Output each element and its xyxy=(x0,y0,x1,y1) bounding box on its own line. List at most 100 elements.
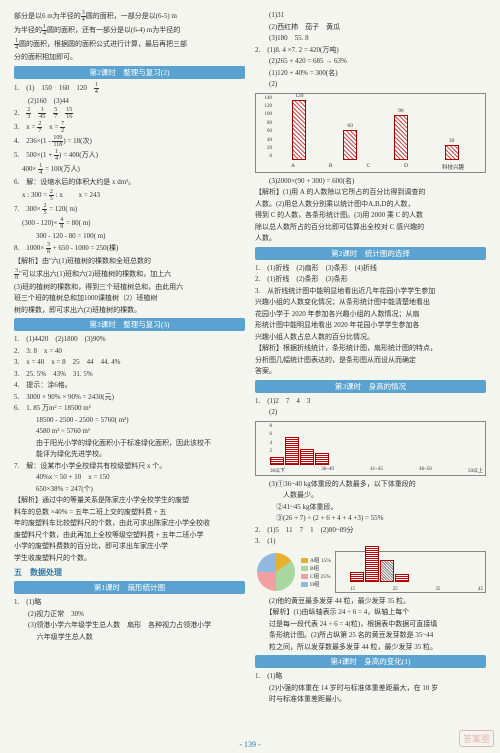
text: 7. 解：设某市小学全校绿共有校级塑料尺 x 个。 xyxy=(14,461,245,472)
section-5-1-header: 第1课时 扇形统计图 xyxy=(14,581,245,594)
text: (2) xyxy=(255,79,486,90)
pie-legend: A组 15% B组 C组 25% D组 xyxy=(301,556,331,588)
text: 2. (1)8. 4 ×7. 2 = 420(万吨) xyxy=(255,45,486,56)
bar-c: 90 xyxy=(394,108,408,160)
text: 5. 3000 × 90% × 90% = 2430(元) xyxy=(14,392,245,403)
text: ③(26 + 7) ÷ (2 + 6 + 4 + 4 +3) = 55% xyxy=(255,513,486,524)
bar-chart-1: 140120100806040200 120 60 90 30 A B C D … xyxy=(255,93,486,173)
text: 【解析】(1)由纵轴表示 24 ÷ 6 = 4，纵轴上每个 xyxy=(255,607,486,618)
text: 8. 1000× 38 + 650 - 1000 = 250(棵) xyxy=(14,242,245,255)
text: 得到 C 的人数，各条形统计图。(3)用 2000 乘 C 的人数 xyxy=(255,210,486,221)
text: (2) xyxy=(255,407,486,418)
text: (300 - 120)× 49 = 80( m) xyxy=(14,217,245,230)
text: x : 300 = 25 : x x = 243 xyxy=(14,189,245,202)
text: (2)265 + 420 = 685 → 63% xyxy=(255,56,486,67)
text: 粒之间，所以发芽数最多发芽 44 粒，最少发芽 35 粒。 xyxy=(255,642,486,653)
page-number: - 139 - xyxy=(0,740,500,749)
text: 人数。 xyxy=(255,233,486,244)
text: 六年级学生总人数 xyxy=(14,632,245,643)
bar-a: 120 xyxy=(292,93,306,160)
text: 【解析】根据折线统计，条形统计图，扇形统计图的特点， xyxy=(255,343,486,354)
text: 学生收废塑料尺的个数。 xyxy=(14,553,245,564)
text: 1. (1)4420 (2)1800 (3)90% xyxy=(14,334,245,345)
text: 1. (1)略 xyxy=(14,597,245,608)
section-3-header: 第3课时 整理与复习(3) xyxy=(14,318,245,331)
text: 答案。 xyxy=(255,366,486,377)
text: 料车的总数 ×40% = 五年二班上交的废塑料费 + 五 xyxy=(14,507,245,518)
text: 小学的废塑料费数的百分比，即可求出车家庄小学 xyxy=(14,541,245,552)
text: 2. 23 145 57 1516 xyxy=(14,107,245,120)
pie-row: A组 15% B组 C组 25% D组 15 25 35 45 xyxy=(255,548,486,596)
text: 4. 提示：涂6格。 xyxy=(14,380,245,391)
text: 【解析】由"六(1)班植树的棵数和全班总数的 xyxy=(14,256,245,267)
text: (2)他的黄豆最多发芽 44 粒，最少发芽 35 粒。 xyxy=(255,596,486,607)
text: (3)2000×(90 + 300) = 600(名) xyxy=(255,176,486,187)
histogram-2: 15 25 35 45 xyxy=(335,551,486,593)
text: 人数最少。 xyxy=(255,490,486,501)
text: 部分是以6 m为半径的34圆的面积，一部分是以(6-5) m xyxy=(14,10,245,23)
text: 废塑料尺个数，由此再加上全校等级空塑料费 + 五年二班小学 xyxy=(14,530,245,541)
bar-d: 30 xyxy=(445,138,459,160)
text: 年的废塑料车比较塑料尺的个数，由此可求出陈家庄小学全校收 xyxy=(14,518,245,529)
unit5-heading: 五 数据处理 xyxy=(14,567,245,578)
text: 40%x = 50 + 10 x = 150 xyxy=(14,472,245,483)
text: (2)西红柿 茄子 黄瓜 xyxy=(255,22,486,33)
text: 分的面积相加即可。 xyxy=(14,52,245,63)
text: 4580 m² < 5760 m² xyxy=(14,426,245,437)
y-axis: 86420 xyxy=(258,424,272,463)
left-column: 部分是以6 m为半径的34圆的面积，一部分是以(6-5) m 为半径的14圆的面… xyxy=(14,10,245,706)
text: 班三个班的植树总和加1000课植树（2）班植树 xyxy=(14,293,245,304)
text: 3. 从折线统计图中能明显地看出近几年花园小学学生参加 xyxy=(255,286,486,297)
text: 1. (1)略 xyxy=(255,671,486,682)
text: (3)180 55. 8 xyxy=(255,33,486,44)
text: 1. (1)2 7 4 3 xyxy=(255,396,486,407)
text: (2)视力正常 30% xyxy=(14,609,245,620)
section-5-3-header: 第3课时 身高的情况 xyxy=(255,380,486,393)
x-labels: A B C D 科技兴趣 xyxy=(274,163,481,171)
watermark: 答案圈 xyxy=(459,730,494,747)
text: 38"可以求出六(1)班和六(2)班植树的棵数和，加上六 xyxy=(14,268,245,281)
text: 由于阳光小学的绿化面积小于标准绿化面积，因此该校不 xyxy=(14,438,245,449)
section-2-header: 第2课时 整理与复习(2) xyxy=(14,66,245,79)
bar-b: 60 xyxy=(343,123,357,160)
text: 条形统计图。(2)所占纵第 25 名的黄豆发芽数是 35~44 xyxy=(255,630,486,641)
text: 为半径的14圆的面积，还有一部分是以(6-4) m为半径的 xyxy=(14,24,245,37)
text: 300 - 120 - 80 = 100( m) xyxy=(14,231,245,242)
text: 4. 236×(1 - 109118) = 18(次) xyxy=(14,135,245,148)
text: 1. (1) 150 160 120 14 xyxy=(14,82,245,95)
text: 3. 25. 5% 43% 31. 5% xyxy=(14,369,245,380)
text: 2. (1)5 11 7 1 (2)80~89分 xyxy=(255,525,486,536)
text: 2. 3: 8 x = 40 xyxy=(14,346,245,357)
section-5-2-header: 第2课时 统计图的选择 xyxy=(255,247,486,260)
text: (2)小强的体重在 14 岁时与标准体重差距最大，在 10 岁 xyxy=(255,683,486,694)
text: 6. 1. 85 万m² = 18500 m² xyxy=(14,403,245,414)
text: 650×38% = 247(个) xyxy=(14,484,245,495)
text: 7. 300× 25 = 120( m) xyxy=(14,203,245,216)
text: (3)①36~40 kg体重段的人数最多，以下体重段的 xyxy=(255,479,486,490)
text: 2. (1)折线 (2)条形 (3)条形 xyxy=(255,274,486,285)
page-root: 部分是以6 m为半径的34圆的面积，一部分是以(6-5) m 为半径的14圆的面… xyxy=(0,0,500,716)
right-column: (1)31 (2)西红柿 茄子 黄瓜 (3)180 55. 8 2. (1)8.… xyxy=(255,10,486,706)
text: 时与标准体重差距最小。 xyxy=(255,694,486,705)
text: 18500 - 2500 - 2500 = 5760( m²) xyxy=(14,415,245,426)
text: 3. x = 40 x = 8 25 44 44. 4% xyxy=(14,357,245,368)
text: 过是每一段代表 24 ÷ 6 = 4(粒)，根据表中数据可直接填 xyxy=(255,619,486,630)
text: 兴趣小组人数占总人数的百分比情况。 xyxy=(255,332,486,343)
text: 5. 500×(1 + 14) = 400(万人) xyxy=(14,149,245,162)
text: 花园小学于 2020 年参加各兴趣小组的人数情况；从扇 xyxy=(255,309,486,320)
text: 1. (1)折线 (2)扇形 (3)条形 (4)折线 xyxy=(255,263,486,274)
y-axis: 140120100806040200 xyxy=(258,96,272,160)
text: 兴趣小组的人数变化情况；从条形统计图中能清楚地看出 xyxy=(255,297,486,308)
text: 除以总人数所占的百分比即可估算出全校对 C 感兴趣的 xyxy=(255,222,486,233)
text: (2)160 (3)44 xyxy=(14,96,245,107)
text: 6. 解：设缩水后的体积大约是 x dm³。 xyxy=(14,177,245,188)
text: 能评为绿化先进学校。 xyxy=(14,449,245,460)
text: (1)31 xyxy=(255,10,486,21)
text: (3)班的植树的棵数和，得到三个班植树总和，由此用六 xyxy=(14,282,245,293)
text: 3. x = 27 x = 72 xyxy=(14,121,245,134)
text: 14圆的面积，根据圆的面积公式进行计算，最后再把三部 xyxy=(14,38,245,51)
text: 人数。(2)用总人数分别乘以统计图中A,B,D的人数， xyxy=(255,199,486,210)
text: 分析图几幅统计图表达的，是条形图从而设从而确定 xyxy=(255,355,486,366)
text: (1)120 + 40% = 300(名) xyxy=(255,68,486,79)
text: ②41~45 kg体重段。 xyxy=(255,502,486,513)
